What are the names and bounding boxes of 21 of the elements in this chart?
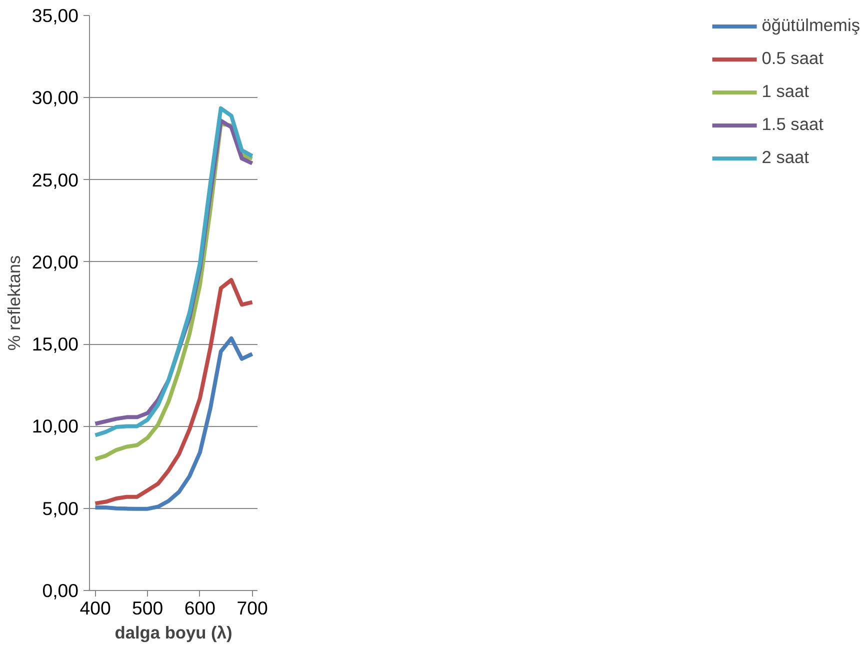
y-tick-label: 25,00 [32, 169, 78, 190]
legend-label: öğütülmemiş [762, 15, 860, 36]
line-series [93, 278, 254, 506]
y-tick-label: 20,00 [32, 251, 78, 272]
x-tick-label: 400 [80, 598, 111, 618]
y-tick-label: 15,00 [32, 334, 78, 355]
y-tick-label: 35,00 [32, 5, 78, 26]
legend-label: 1.5 saat [762, 114, 824, 135]
x-axis-title: dalga boyu (λ) [114, 622, 232, 642]
x-tick-label: 600 [184, 598, 216, 618]
y-tick-label: 10,00 [32, 416, 78, 437]
y-tick-label: 5,00 [42, 498, 78, 519]
legend-label: 2 saat [762, 147, 809, 168]
y-tick-label: 0,00 [42, 580, 78, 601]
legend-label: 0.5 saat [762, 48, 824, 69]
legend-label: 1 saat [762, 81, 809, 102]
x-tick-label: 700 [236, 598, 268, 618]
y-axis-title: % reflektans [4, 254, 24, 351]
y-tick-label: 30,00 [32, 87, 78, 108]
x-tick-label: 500 [132, 598, 164, 618]
line-series [93, 336, 254, 511]
